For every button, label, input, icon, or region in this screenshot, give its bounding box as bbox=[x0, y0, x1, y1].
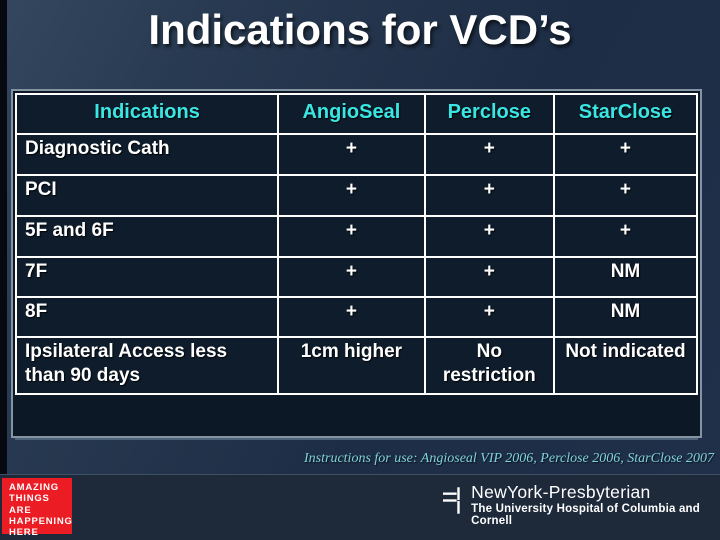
column-header: AngioSeal bbox=[277, 93, 426, 135]
banner-line: ARE bbox=[9, 504, 32, 516]
table-cell: 1cm higher bbox=[277, 336, 426, 395]
table-header-row: Indications AngioSeal Perclose StarClose bbox=[14, 93, 699, 135]
table-cell: + bbox=[423, 296, 555, 338]
table-cell: No restriction bbox=[423, 336, 555, 395]
row-label: Diagnostic Cath bbox=[14, 133, 280, 176]
left-edge-strip bbox=[0, 0, 7, 475]
column-header: Indications bbox=[14, 93, 280, 135]
banner-line: HAPPENING bbox=[9, 515, 73, 527]
table-cell: + bbox=[277, 256, 426, 298]
logo-tagline: The University Hospital of Columbia and … bbox=[471, 503, 701, 527]
column-header: Perclose bbox=[423, 93, 555, 135]
footer-band: AMAZING THINGS ARE HAPPENING HERE NewYork-Pr… bbox=[0, 474, 720, 540]
table-header: Indications AngioSeal Perclose StarClose bbox=[14, 93, 699, 135]
table-cell: + bbox=[423, 256, 555, 298]
row-label: PCI bbox=[14, 174, 280, 217]
column-header: StarClose bbox=[552, 93, 699, 135]
table-row: 7F + + NM bbox=[14, 256, 699, 298]
table-cell: NM bbox=[552, 256, 699, 298]
nyp-logo-icon bbox=[443, 487, 460, 514]
vcd-comparison-table: Indications AngioSeal Perclose StarClose Di… bbox=[14, 93, 699, 395]
logo-name: NewYork-Presbyterian bbox=[471, 482, 651, 502]
table-cell: + bbox=[552, 133, 699, 176]
row-label: 7F bbox=[14, 256, 280, 298]
slide-title: Indications for VCD’s bbox=[148, 6, 572, 53]
nyp-logo-text: NewYork-Presbyterian The University Hosp… bbox=[471, 482, 720, 528]
row-label: 8F bbox=[14, 296, 280, 338]
table-row: PCI + + + bbox=[14, 174, 699, 217]
row-label: Ipsilateral Access less than 90 days bbox=[14, 336, 280, 395]
table-cell: + bbox=[423, 174, 555, 217]
table-placeholder: Indications AngioSeal Perclose StarClose Di… bbox=[11, 89, 702, 438]
amazing-banner: AMAZING THINGS ARE HAPPENING HERE bbox=[2, 478, 73, 538]
table-row: 5F and 6F + + + bbox=[14, 215, 699, 258]
banner-line: HERE bbox=[9, 527, 39, 539]
nyp-logo: NewYork-Presbyterian The University Hosp… bbox=[443, 483, 720, 527]
table-cell: NM bbox=[552, 296, 699, 338]
table-cell: Not indicated bbox=[552, 336, 699, 395]
table-cell: + bbox=[277, 174, 426, 217]
table-cell: + bbox=[423, 215, 555, 258]
table-row: 8F + + NM bbox=[14, 296, 699, 338]
table-cell: + bbox=[277, 215, 426, 258]
banner-line: THINGS bbox=[9, 493, 50, 505]
row-label: 5F and 6F bbox=[14, 215, 280, 258]
table-cell: + bbox=[277, 133, 426, 176]
table-row: Ipsilateral Access less than 90 days 1cm … bbox=[14, 336, 699, 395]
table-row: Diagnostic Cath + + + bbox=[14, 133, 699, 176]
table-cell: + bbox=[552, 174, 699, 217]
table-cell: + bbox=[277, 296, 426, 338]
banner-line: AMAZING bbox=[9, 482, 59, 493]
table-cell: + bbox=[423, 133, 555, 176]
footnote: Instructions for use: Angioseal VIP 2006… bbox=[304, 451, 714, 466]
table-body: Diagnostic Cath + + + PCI + + +5F and 6F + + +7F + +… bbox=[14, 133, 699, 395]
table-cell: + bbox=[552, 215, 699, 258]
